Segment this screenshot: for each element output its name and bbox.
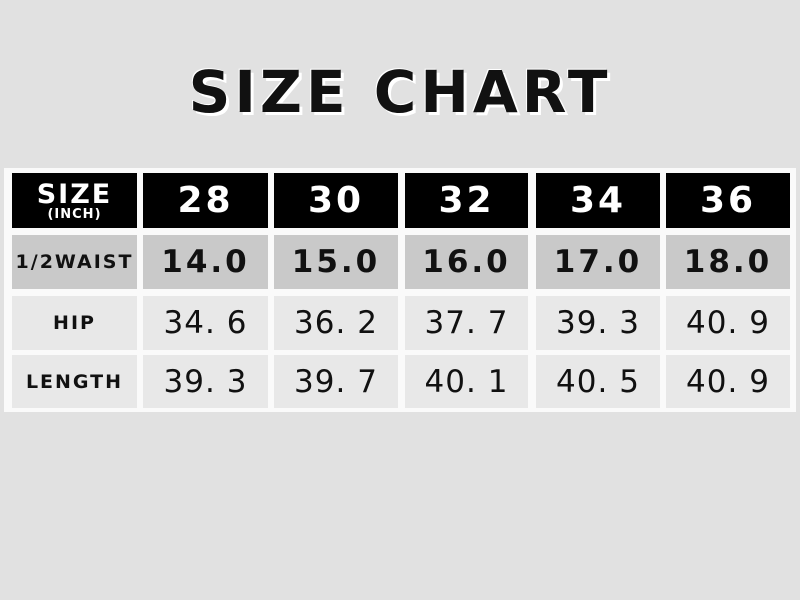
size-header-30-text: 30 (307, 180, 365, 221)
table-cell-text: 40. 9 (686, 363, 770, 400)
row-label: HIP (12, 296, 137, 350)
size-header-unit: (INCH) (47, 206, 102, 222)
row-label-text: HIP (53, 312, 96, 334)
table-cell: 36. 2 (274, 296, 398, 350)
table-cell-text: 16.0 (422, 244, 511, 280)
row-label: LENGTH (12, 355, 137, 408)
table-cell-text: 40. 9 (686, 305, 770, 341)
table-cell-text: 39. 7 (294, 363, 378, 400)
table-cell: 39. 7 (274, 355, 398, 408)
table-cell-text: 36. 2 (294, 305, 378, 341)
page-title: SIZE CHART (188, 58, 612, 126)
size-header-28: 28 (143, 173, 268, 228)
table-cell-text: 37. 7 (424, 305, 509, 341)
size-header-32-text: 32 (438, 180, 495, 221)
size-header-34: 34 (536, 173, 660, 228)
row-label-text: 1/2WAIST (15, 251, 134, 273)
row-label: 1/2WAIST (12, 235, 137, 289)
size-header-32: 32 (405, 173, 528, 228)
table-cell-text: 17.0 (553, 244, 643, 280)
size-table: SIZE (INCH) 28 30 32 34 36 1/2WAIST 14.0 15.0 16… (4, 168, 796, 412)
table-cell: 14.0 (143, 235, 268, 289)
table-cell-text: 40. 1 (424, 363, 509, 400)
table-cell: 34. 6 (143, 296, 268, 350)
row-label-text: LENGTH (25, 370, 124, 393)
table-cell: 40. 9 (666, 355, 790, 408)
size-header-30: 30 (274, 173, 398, 228)
table-cell: 17.0 (536, 235, 660, 289)
size-header-label: SIZE (36, 178, 113, 210)
table-cell: 40. 9 (666, 296, 790, 350)
table-cell: 37. 7 (405, 296, 528, 350)
size-header-28-text: 28 (177, 180, 234, 221)
table-cell-text: 18.0 (683, 244, 773, 280)
table-cell-text: 39. 3 (556, 305, 640, 341)
size-header-34-text: 34 (569, 180, 627, 221)
size-header-36: 36 (666, 173, 790, 228)
size-header-36-text: 36 (699, 180, 757, 221)
size-header-cell: SIZE (INCH) (12, 173, 137, 228)
table-cell: 15.0 (274, 235, 398, 289)
table-cell: 39. 3 (536, 296, 660, 350)
table-cell-text: 40. 5 (556, 363, 640, 400)
table-cell: 40. 5 (536, 355, 660, 408)
table-cell-text: 14.0 (161, 244, 250, 280)
table-cell-text: 15.0 (291, 244, 381, 280)
table-cell-text: 39. 3 (163, 363, 248, 400)
table-cell: 16.0 (405, 235, 528, 289)
table-cell: 18.0 (666, 235, 790, 289)
table-cell: 40. 1 (405, 355, 528, 408)
table-cell-text: 34. 6 (163, 305, 248, 341)
table-cell: 39. 3 (143, 355, 268, 408)
